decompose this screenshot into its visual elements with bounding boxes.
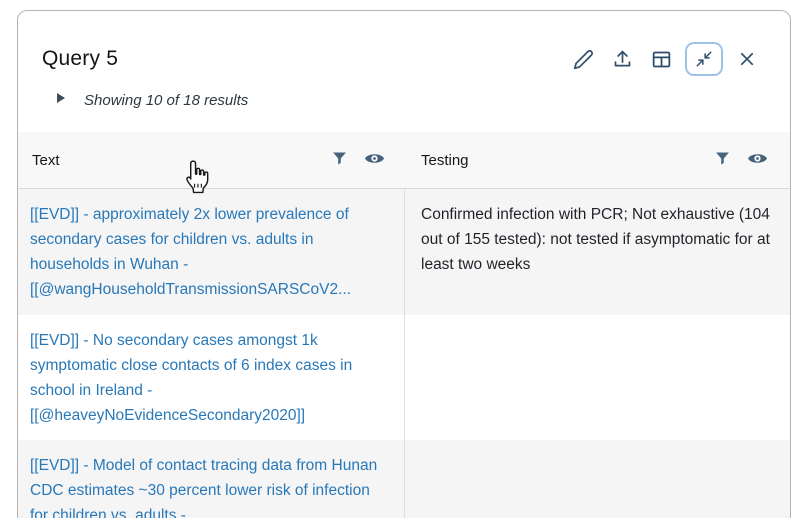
table-row: [[EVD]] - approximately 2x lower prevale… [18, 189, 790, 315]
cell-text: [[EVD]] - Model of contact tracing data … [18, 440, 405, 518]
query-results-panel: Query 5 [17, 10, 791, 518]
filter-icon [331, 150, 348, 170]
hide-column-button[interactable] [364, 151, 385, 169]
upload-icon [612, 49, 633, 70]
collapse-button[interactable] [685, 42, 723, 76]
panel-toolbar [568, 42, 762, 76]
cell-text: [[EVD]] - No secondary cases amongst 1k … [18, 315, 405, 440]
table-body: [[EVD]] - approximately 2x lower prevale… [18, 189, 790, 518]
close-button[interactable] [732, 44, 762, 74]
eye-icon [747, 151, 768, 169]
column-header-testing: Testing [405, 132, 790, 188]
export-button[interactable] [607, 44, 637, 74]
column-label: Testing [421, 151, 469, 169]
triangle-right-icon[interactable] [56, 91, 66, 109]
evidence-link[interactable]: [[EVD]] - No secondary cases amongst 1k … [30, 332, 353, 424]
table-row: [[EVD]] - Model of contact tracing data … [18, 440, 790, 518]
results-bar: Showing 10 of 18 results [56, 89, 790, 111]
filter-button[interactable] [714, 150, 731, 170]
cell-testing: Confirmed infection with PCR; Not exhaus… [421, 206, 770, 273]
table-row: [[EVD]] - No secondary cases amongst 1k … [18, 315, 790, 440]
table-columns-icon [651, 49, 672, 70]
cell-text: [[EVD]] - approximately 2x lower prevale… [18, 189, 405, 315]
column-header-text: Text [18, 132, 405, 188]
cell-testing [405, 440, 790, 518]
column-label: Text [32, 151, 60, 169]
panel-header: Query 5 [18, 11, 790, 77]
filter-button[interactable] [331, 150, 348, 170]
results-summary: Showing 10 of 18 results [84, 91, 249, 109]
eye-icon [364, 151, 385, 169]
collapse-arrows-icon [695, 50, 713, 68]
table-header-row: Text Testing [18, 132, 790, 189]
cell-testing [405, 315, 790, 440]
pencil-icon [573, 49, 594, 70]
table-view-button[interactable] [646, 44, 676, 74]
close-icon [738, 50, 756, 68]
page-title: Query 5 [42, 47, 119, 70]
edit-button[interactable] [568, 44, 598, 74]
filter-icon [714, 150, 731, 170]
hide-column-button[interactable] [747, 151, 768, 169]
evidence-link[interactable]: [[EVD]] - approximately 2x lower prevale… [30, 206, 351, 298]
evidence-link[interactable]: [[EVD]] - Model of contact tracing data … [30, 457, 378, 518]
